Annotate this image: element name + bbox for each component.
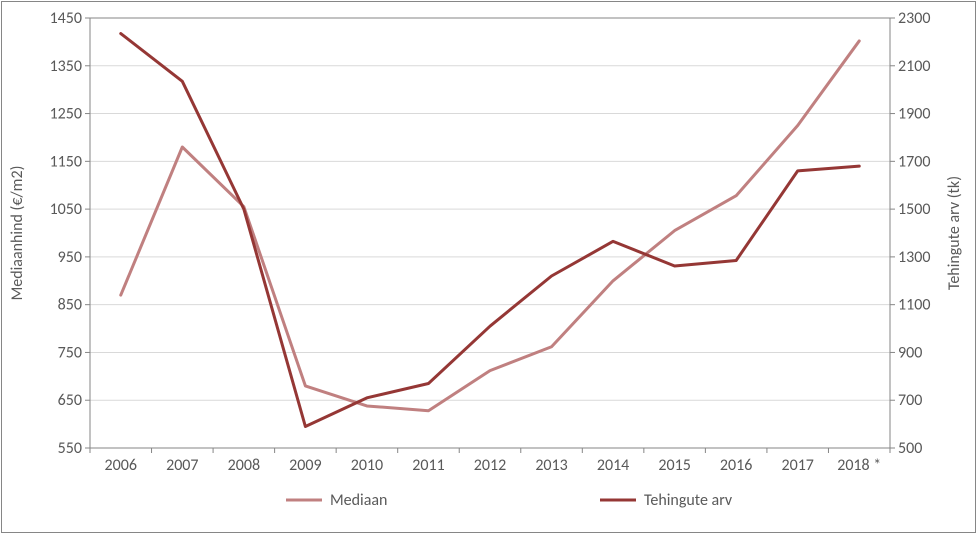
x-tick-label: 2013 bbox=[535, 456, 567, 475]
x-tick-label: 2014 bbox=[597, 456, 629, 475]
x-tick-label: 2015 bbox=[658, 456, 690, 475]
y-right-tick-label: 700 bbox=[898, 391, 922, 410]
y-right-tick-label: 1900 bbox=[898, 105, 930, 124]
legend-label-1: Tehingute arv bbox=[644, 491, 733, 510]
y-right-tick-label: 500 bbox=[898, 439, 922, 458]
y-left-tick-label: 1250 bbox=[50, 105, 82, 124]
y-right-tick-label: 900 bbox=[898, 343, 922, 362]
x-tick-label: 2006 bbox=[105, 456, 137, 475]
chart-svg: 550 650 750 850 950 1050 1150 1250 1350 1450 500 70… bbox=[0, 0, 977, 534]
x-tick-label: 2009 bbox=[289, 456, 321, 475]
x-tick-label: 2008 bbox=[228, 456, 260, 475]
x-tick-label: 2012 bbox=[474, 456, 506, 475]
x-tick-label: 2007 bbox=[166, 456, 198, 475]
x-tick-label: 2017 bbox=[781, 456, 813, 475]
y-right-tick-label: 2300 bbox=[898, 9, 930, 28]
y-left-tick-label: 750 bbox=[58, 343, 82, 362]
x-tick-label: 2018 * bbox=[837, 456, 881, 475]
y-right-axis-label: Tehingute arv (tk) bbox=[945, 176, 964, 290]
y-right-tick-label: 1500 bbox=[898, 200, 930, 219]
y-right-tick-label: 2100 bbox=[898, 57, 930, 76]
y-right-tick-label: 1700 bbox=[898, 152, 930, 171]
legend-label-0: Mediaan bbox=[330, 491, 387, 510]
dual-axis-line-chart: 550 650 750 850 950 1050 1150 1250 1350 1450 500 70… bbox=[0, 0, 977, 534]
y-left-axis-label: Mediaanhind (€/m2) bbox=[8, 166, 27, 301]
y-left-tick-label: 1150 bbox=[50, 152, 82, 171]
y-left-tick-label: 650 bbox=[58, 391, 82, 410]
y-left-tick-label: 950 bbox=[58, 248, 82, 267]
series-line-1 bbox=[121, 34, 859, 427]
y-right-tick-label: 1300 bbox=[898, 248, 930, 267]
y-left-tick-label: 850 bbox=[58, 296, 82, 315]
series-line-0 bbox=[121, 41, 859, 411]
x-tick-label: 2011 bbox=[412, 456, 444, 475]
y-left-tick-label: 1350 bbox=[50, 57, 82, 76]
y-left-tick-label: 1050 bbox=[50, 200, 82, 219]
y-right-tick-label: 1100 bbox=[898, 296, 930, 315]
x-tick-label: 2010 bbox=[351, 456, 383, 475]
y-left-tick-label: 1450 bbox=[50, 9, 82, 28]
x-tick-label: 2016 bbox=[720, 456, 752, 475]
y-left-tick-label: 550 bbox=[58, 439, 82, 458]
